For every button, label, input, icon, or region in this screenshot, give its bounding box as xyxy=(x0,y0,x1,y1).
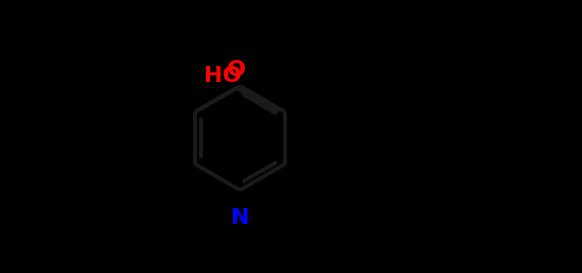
Text: O: O xyxy=(227,60,246,80)
Text: N: N xyxy=(230,208,249,228)
Text: HO: HO xyxy=(204,66,242,86)
